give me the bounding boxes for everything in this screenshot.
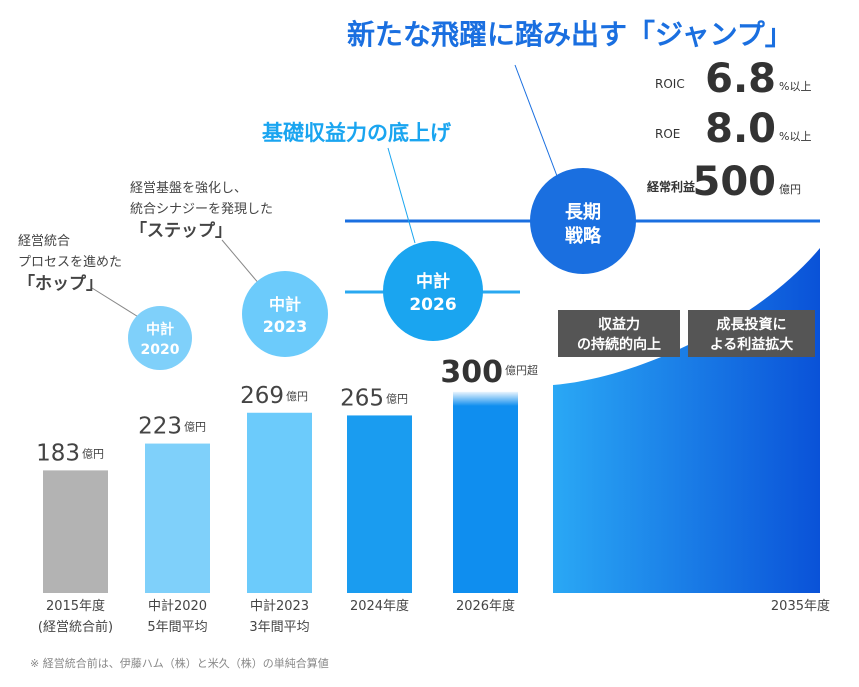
value-label: 183 (36, 440, 80, 466)
value-label: 265 (340, 385, 384, 411)
note-text: の持続的向上 (577, 336, 661, 353)
target-unit: 億円 (779, 183, 801, 196)
plan-label: 中計 (146, 321, 174, 338)
value-unit: 億円 (286, 390, 308, 403)
plan-label: 中計 (269, 295, 301, 314)
target-unit: %以上 (779, 80, 811, 93)
x-tick-label: 3年間平均 (249, 620, 309, 635)
target-value: 6.8 (705, 56, 776, 102)
x-tick-label: 5年間平均 (147, 620, 207, 635)
x-tick-label: 中計2020 (148, 598, 207, 614)
bar (43, 470, 108, 593)
leader-line (91, 287, 141, 319)
strategy-label: 戦略 (565, 225, 602, 247)
strategy-circle (530, 168, 636, 274)
annotation: 経営統合 (18, 234, 70, 249)
note-box (558, 310, 680, 357)
x-tick-label: 2026年度 (456, 598, 515, 614)
note-text: 収益力 (598, 316, 640, 333)
plan-label: 2023 (263, 317, 308, 336)
leader-line (221, 239, 261, 286)
target-unit: %以上 (779, 130, 811, 143)
note-text: よる利益拡大 (710, 336, 794, 353)
bar (145, 443, 210, 593)
bar (247, 412, 312, 593)
annotation: 「ステップ」 (130, 220, 232, 241)
x-tick-label: 2024年度 (350, 598, 409, 614)
value-unit: 億円 (184, 421, 206, 434)
x-tick-label: 中計2023 (250, 598, 309, 614)
subheadline: 基礎収益力の底上げ (262, 121, 452, 145)
value-unit: 億円 (82, 447, 104, 460)
target-label: 経常利益 (647, 179, 695, 194)
value-label: 269 (240, 383, 284, 409)
plan-circle (242, 271, 328, 357)
target-label: ROE (655, 127, 680, 141)
annotation: 「ホップ」 (18, 273, 103, 294)
target-value: 500 (693, 159, 777, 205)
value-label: 300 (440, 355, 503, 390)
annotation: プロセスを進めた (18, 255, 122, 270)
bar (347, 415, 412, 593)
leader-line (514, 64, 558, 177)
note-text: 成長投資に (717, 316, 787, 333)
x-tick-label: 2015年度 (46, 598, 105, 614)
plan-circle (383, 241, 483, 341)
value-unit: 億円 (386, 392, 408, 405)
footnote: ※ 経営統合前は、伊藤ハム（株）と米久（株）の単純合算値 (30, 656, 329, 670)
target-label: ROIC (655, 77, 685, 91)
annotation: 経営基盤を強化し、 (130, 181, 247, 196)
x-tick-label: (経営統合前) (38, 619, 113, 635)
plan-label: 2026 (409, 295, 456, 315)
note-box (688, 310, 815, 357)
headline: 新たな飛躍に踏み出す「ジャンプ」 (347, 18, 793, 51)
bar (453, 391, 518, 593)
plan-circle (128, 306, 192, 370)
plan-label: 2020 (141, 342, 180, 358)
area-label: 2035年度 (771, 598, 830, 614)
growth-area (553, 248, 820, 593)
plan-label: 中計 (416, 271, 450, 292)
leader-line (387, 147, 416, 244)
annotation: 統合シナジーを発現した (130, 202, 273, 217)
value-unit: 億円超 (505, 363, 538, 377)
bar-fade (453, 391, 518, 406)
value-label: 223 (138, 414, 182, 440)
strategy-label: 長期 (565, 202, 601, 223)
target-value: 8.0 (705, 106, 776, 152)
